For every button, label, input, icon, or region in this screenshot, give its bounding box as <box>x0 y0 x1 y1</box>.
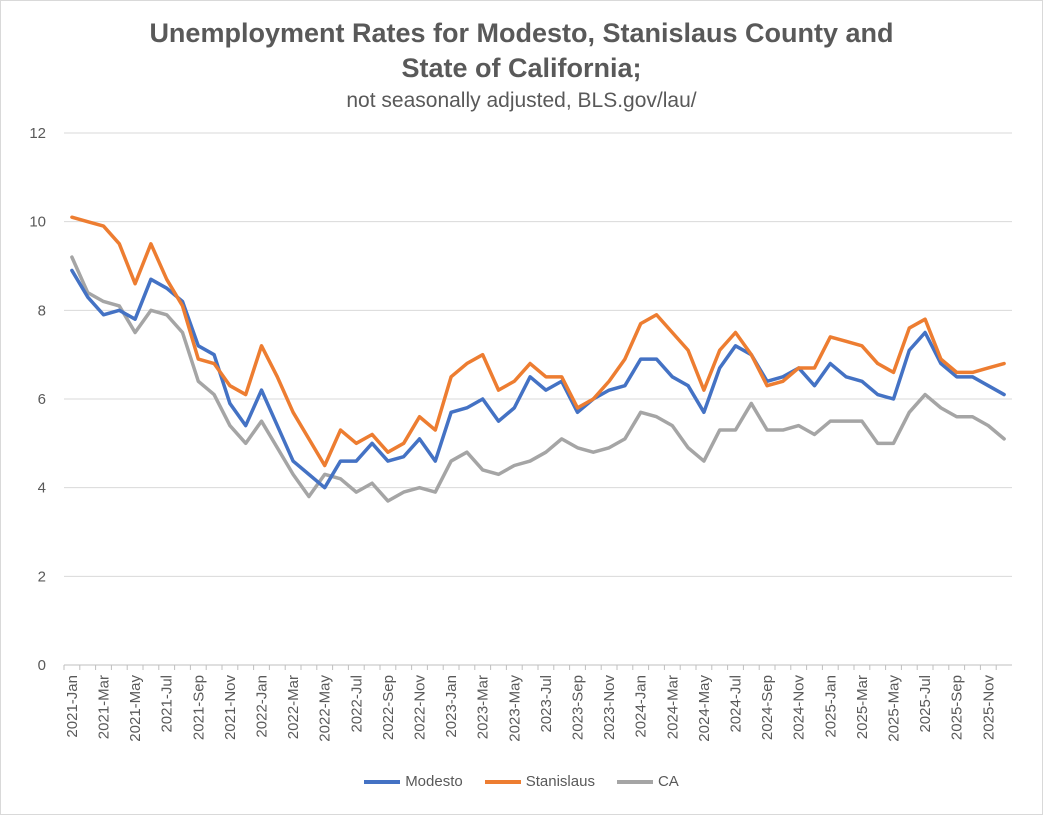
x-tick-label: 2021-May <box>127 675 144 742</box>
y-tick-label: 4 <box>38 480 46 497</box>
x-tick-label: 2022-Sep <box>380 675 397 740</box>
series-line-ca <box>70 255 1006 503</box>
x-tick-label: 2022-Jul <box>348 675 365 733</box>
x-tick-label: 2024-Jul <box>728 675 745 733</box>
series-line-stanislaus <box>70 215 1006 468</box>
gridlines <box>64 132 1012 666</box>
x-tick-label: 2022-Mar <box>285 675 302 739</box>
legend-item-modesto: Modesto <box>364 773 463 790</box>
legend-label-modesto: Modesto <box>405 773 463 790</box>
x-tick-label: 2025-Sep <box>949 675 966 740</box>
legend-swatch-ca <box>616 779 653 784</box>
x-tick-label: 2021-Jan <box>64 675 81 738</box>
x-tick-label: 2022-May <box>317 675 334 742</box>
x-tick-label: 2021-Jul <box>159 675 176 733</box>
x-tick-label: 2022-Jan <box>254 675 271 738</box>
x-tick-label: 2021-Mar <box>96 675 113 739</box>
legend: Modesto Stanislaus CA <box>0 773 1043 790</box>
x-tick-label: 2023-Sep <box>570 675 587 740</box>
y-tick-label: 6 <box>38 391 46 408</box>
x-tick-label: 2025-Jul <box>917 675 934 733</box>
chart-subtitle: not seasonally adjusted, BLS.gov/lau/ <box>346 89 697 112</box>
legend-label-stanislaus: Stanislaus <box>525 773 595 790</box>
x-tick-label: 2023-Jan <box>443 675 460 738</box>
series-line-modesto <box>70 268 1006 490</box>
x-tick-label: 2023-May <box>506 675 523 742</box>
x-tick-label: 2023-Mar <box>475 675 492 739</box>
legend-swatch-stanislaus <box>484 779 521 784</box>
legend-label-ca: CA <box>657 773 679 790</box>
y-tick-label: 12 <box>29 125 46 142</box>
x-tick-label: 2021-Nov <box>222 675 239 741</box>
x-tick-label: 2023-Jul <box>538 675 555 733</box>
x-tick-label: 2024-Mar <box>664 675 681 739</box>
x-tick-label: 2025-Jan <box>822 675 839 738</box>
x-axis: 2021-Jan 2021-Mar 2021-May 2021-Jul 2021-Sep… <box>63 665 997 742</box>
x-tick-label: 2024-May <box>696 675 713 742</box>
y-tick-label: 10 <box>29 214 46 231</box>
legend-swatch-modesto <box>364 779 401 784</box>
y-axis: 0 2 4 6 8 10 12 <box>29 125 46 674</box>
series-lines <box>70 215 1006 503</box>
chart-title-line-2: State of California; <box>401 53 642 83</box>
x-tick-label: 2025-Mar <box>854 675 871 739</box>
legend-item-stanislaus: Stanislaus <box>484 773 595 790</box>
x-tick-label: 2023-Nov <box>601 675 618 741</box>
x-tick-label: 2024-Jan <box>633 675 650 738</box>
x-tick-label: 2025-May <box>886 675 903 742</box>
x-tick-label: 2022-Nov <box>412 675 429 741</box>
chart-title-line-1: Unemployment Rates for Modesto, Stanisla… <box>149 18 894 48</box>
x-tick-label: 2024-Nov <box>791 675 808 741</box>
x-tick-label: 2025-Nov <box>980 675 997 741</box>
legend-item-ca: CA <box>616 773 679 790</box>
y-tick-label: 8 <box>38 302 46 319</box>
x-tick-label: 2021-Sep <box>190 675 207 740</box>
y-tick-label: 2 <box>38 568 46 585</box>
x-tick-label: 2024-Sep <box>759 675 776 740</box>
y-tick-label: 0 <box>38 657 46 674</box>
